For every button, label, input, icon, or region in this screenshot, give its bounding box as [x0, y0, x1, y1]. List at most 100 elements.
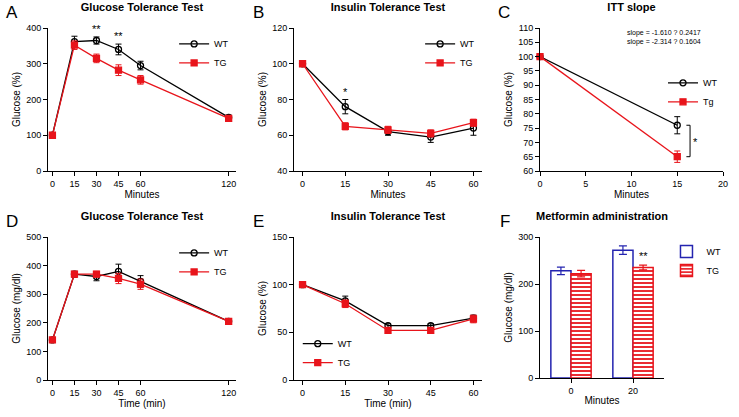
svg-text:WT: WT — [214, 248, 228, 258]
svg-text:**: ** — [639, 250, 648, 262]
svg-text:Minutes: Minutes — [614, 189, 649, 200]
svg-text:100: 100 — [272, 59, 287, 69]
svg-text:WT: WT — [214, 39, 228, 49]
svg-text:30: 30 — [91, 388, 101, 398]
svg-text:90: 90 — [523, 80, 533, 90]
svg-text:10: 10 — [626, 179, 636, 189]
svg-text:20: 20 — [718, 179, 728, 189]
svg-text:Glucose (mg/dl): Glucose (mg/dl) — [11, 273, 22, 344]
svg-text:TG: TG — [214, 58, 227, 68]
svg-text:Tg: Tg — [703, 97, 714, 107]
svg-text:500: 500 — [26, 232, 41, 242]
svg-text:30: 30 — [383, 388, 393, 398]
svg-text:0: 0 — [300, 388, 305, 398]
svg-text:40: 40 — [277, 166, 287, 176]
svg-text:400: 400 — [26, 261, 41, 271]
svg-text:Glucose Tolerance Test: Glucose Tolerance Test — [81, 210, 204, 222]
svg-text:D: D — [6, 212, 18, 231]
svg-text:A: A — [6, 3, 18, 22]
svg-text:ITT slope: ITT slope — [607, 1, 655, 13]
svg-text:0: 0 — [528, 373, 533, 383]
svg-text:100: 100 — [26, 130, 41, 140]
svg-text:Glucose Tolerance Test: Glucose Tolerance Test — [81, 1, 204, 13]
svg-text:80: 80 — [523, 109, 533, 119]
svg-text:WT: WT — [338, 339, 352, 349]
svg-text:45: 45 — [426, 179, 436, 189]
svg-text:Glucose (%): Glucose (%) — [257, 72, 268, 127]
svg-text:95: 95 — [523, 66, 533, 76]
svg-text:15: 15 — [69, 388, 79, 398]
svg-text:150: 150 — [272, 232, 287, 242]
svg-text:TG: TG — [214, 267, 227, 277]
svg-text:slope = -1.610 ? 0.2417: slope = -1.610 ? 0.2417 — [627, 29, 701, 37]
svg-text:60: 60 — [136, 179, 146, 189]
svg-text:20: 20 — [628, 386, 638, 396]
svg-text:50: 50 — [277, 327, 287, 337]
svg-text:*: * — [693, 136, 698, 148]
svg-text:Insulin Tolerance Test: Insulin Tolerance Test — [331, 1, 446, 13]
svg-text:Time (min): Time (min) — [118, 398, 165, 409]
svg-text:E: E — [253, 212, 264, 231]
svg-text:45: 45 — [426, 388, 436, 398]
svg-text:0: 0 — [50, 179, 55, 189]
svg-text:WT: WT — [703, 78, 717, 88]
svg-text:TG: TG — [338, 358, 351, 368]
svg-text:120: 120 — [221, 179, 236, 189]
svg-text:TG: TG — [460, 58, 473, 68]
svg-text:0: 0 — [50, 388, 55, 398]
svg-text:F: F — [500, 212, 510, 231]
svg-text:0: 0 — [282, 375, 287, 385]
svg-text:WT: WT — [460, 39, 474, 49]
svg-text:100: 100 — [26, 347, 41, 357]
svg-text:45: 45 — [113, 388, 123, 398]
svg-text:85: 85 — [523, 95, 533, 105]
svg-text:Insulin Tolerance Test: Insulin Tolerance Test — [331, 210, 446, 222]
svg-text:15: 15 — [340, 388, 350, 398]
svg-text:slope = -2.314 ? 0.1604: slope = -2.314 ? 0.1604 — [627, 38, 701, 46]
svg-text:Glucose (%): Glucose (%) — [257, 281, 268, 336]
svg-text:Glucose (%): Glucose (%) — [11, 72, 22, 127]
svg-text:15: 15 — [69, 179, 79, 189]
svg-text:30: 30 — [91, 179, 101, 189]
svg-text:80: 80 — [277, 95, 287, 105]
svg-text:5: 5 — [583, 179, 588, 189]
svg-text:Minutes: Minutes — [370, 189, 405, 200]
svg-text:Time (min): Time (min) — [364, 398, 411, 409]
svg-text:60: 60 — [468, 388, 478, 398]
svg-text:75: 75 — [523, 123, 533, 133]
svg-text:100: 100 — [272, 280, 287, 290]
svg-text:TG: TG — [706, 266, 719, 276]
svg-text:0: 0 — [568, 386, 573, 396]
svg-text:C: C — [498, 3, 510, 22]
svg-text:400: 400 — [26, 23, 41, 33]
svg-text:200: 200 — [26, 318, 41, 328]
svg-text:0: 0 — [36, 375, 41, 385]
svg-text:Glucose (mg/dl): Glucose (mg/dl) — [503, 272, 514, 343]
svg-text:0: 0 — [36, 166, 41, 176]
svg-text:70: 70 — [523, 138, 533, 148]
svg-text:**: ** — [114, 30, 123, 42]
svg-text:60: 60 — [468, 179, 478, 189]
svg-text:30: 30 — [383, 179, 393, 189]
svg-text:120: 120 — [272, 23, 287, 33]
svg-text:200: 200 — [518, 279, 533, 289]
svg-text:60: 60 — [523, 166, 533, 176]
svg-text:15: 15 — [340, 179, 350, 189]
svg-text:120: 120 — [221, 388, 236, 398]
svg-text:300: 300 — [26, 289, 41, 299]
svg-text:65: 65 — [523, 152, 533, 162]
svg-text:Minutes: Minutes — [124, 189, 159, 200]
svg-text:300: 300 — [518, 232, 533, 242]
svg-text:100: 100 — [518, 326, 533, 336]
svg-text:15: 15 — [672, 179, 682, 189]
svg-text:60: 60 — [136, 388, 146, 398]
svg-text:300: 300 — [26, 59, 41, 69]
svg-text:*: * — [343, 86, 348, 98]
svg-text:100: 100 — [518, 52, 533, 62]
svg-text:110: 110 — [519, 23, 533, 33]
svg-text:Glucose (%): Glucose (%) — [503, 72, 514, 127]
svg-text:105: 105 — [518, 37, 533, 47]
svg-text:0: 0 — [537, 179, 542, 189]
svg-text:45: 45 — [113, 179, 123, 189]
svg-text:**: ** — [92, 23, 101, 35]
